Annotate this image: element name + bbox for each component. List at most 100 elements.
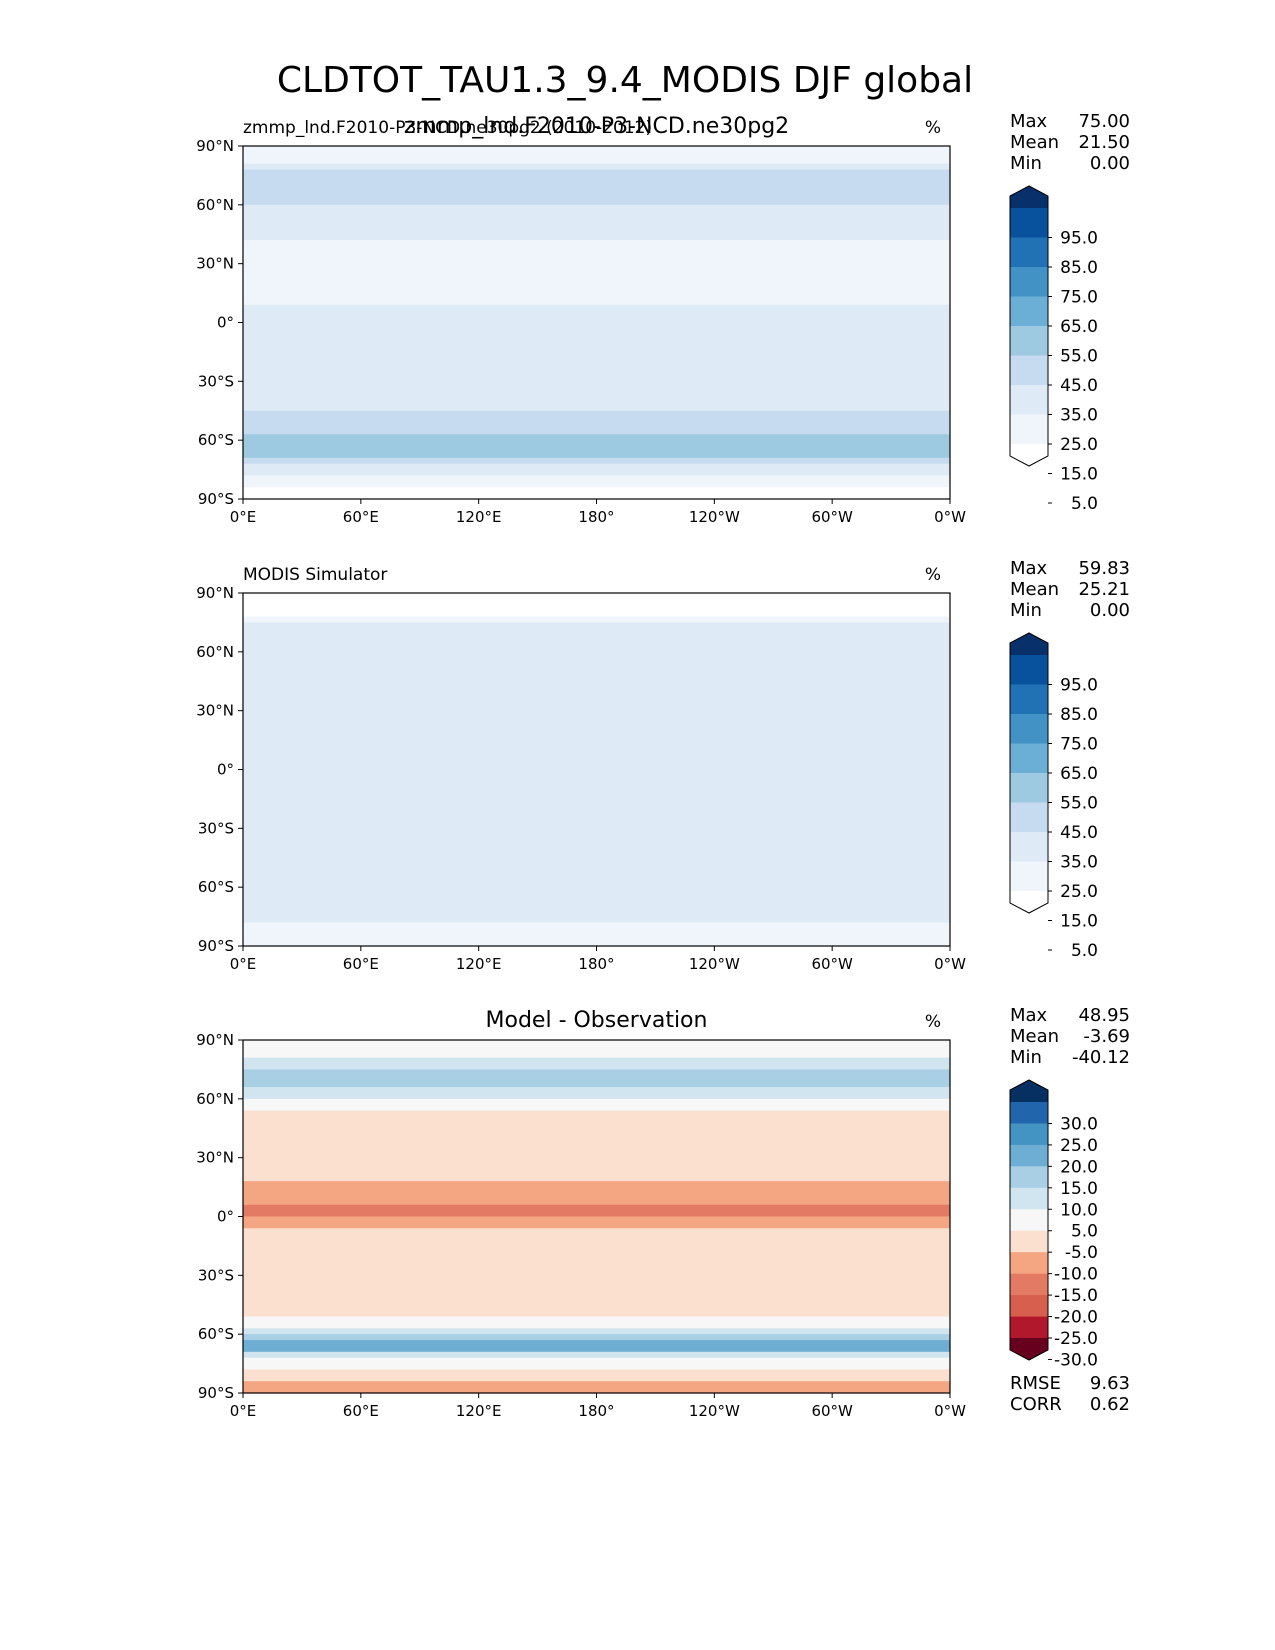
heatmap-cell bbox=[243, 1045, 950, 1053]
lat-tick-label: 60°N bbox=[196, 1090, 234, 1108]
heatmap-cell bbox=[243, 1087, 950, 1094]
heatmap-cell bbox=[243, 1057, 950, 1065]
lon-tick-label: 0°W bbox=[934, 508, 966, 526]
heatmap-cell bbox=[243, 457, 950, 465]
colorbar-segment bbox=[1010, 1209, 1048, 1232]
heatmap-cell bbox=[243, 810, 950, 818]
heatmap-cell bbox=[243, 628, 950, 635]
colorbar-tick-label: -10.0 bbox=[1054, 1265, 1098, 1285]
heatmap-cell bbox=[243, 410, 950, 418]
heatmap-cell bbox=[243, 1081, 950, 1088]
heatmap-cell bbox=[243, 246, 950, 253]
panel-title-center: Model - Observation bbox=[486, 1008, 708, 1033]
heatmap-cell bbox=[243, 369, 950, 377]
heatmap-cell bbox=[243, 146, 950, 153]
heatmap-cell bbox=[243, 210, 950, 218]
heatmap-cell bbox=[243, 1122, 950, 1129]
heatmap-cell bbox=[243, 181, 950, 188]
heatmap-cell bbox=[243, 1357, 950, 1365]
heatmap-cell bbox=[243, 1198, 950, 1206]
heatmap-cell bbox=[243, 845, 950, 853]
colorbar-segment bbox=[1010, 743, 1048, 774]
heatmap-cell bbox=[243, 669, 950, 676]
heatmap-cell bbox=[243, 169, 950, 177]
heatmap-cell bbox=[243, 1151, 950, 1159]
panel-title-left: MODIS Simulator bbox=[243, 565, 387, 585]
heatmap-cell bbox=[243, 1204, 950, 1212]
heatmap-bands bbox=[243, 1040, 950, 1394]
heatmap-cell bbox=[243, 469, 950, 477]
heatmap-cell bbox=[243, 851, 950, 859]
heatmap-cell bbox=[243, 616, 950, 624]
heatmap-cell bbox=[243, 1310, 950, 1318]
colorbar-segment bbox=[1010, 1123, 1048, 1146]
colorbar-outline bbox=[1009, 632, 1049, 914]
colorbar-tick-label: 10.0 bbox=[1060, 1200, 1098, 1220]
heatmap-cell bbox=[243, 887, 950, 894]
lon-tick-label: 120°W bbox=[689, 1402, 740, 1420]
heatmap-cell bbox=[243, 1269, 950, 1276]
colorbar-tick-label: -25.0 bbox=[1054, 1329, 1098, 1349]
colorbar-tick-label: 85.0 bbox=[1060, 705, 1098, 725]
colorbar-segment bbox=[1010, 1102, 1048, 1124]
heatmap-cell bbox=[243, 1304, 950, 1312]
heatmap-cell bbox=[243, 622, 950, 629]
colorbar-segment bbox=[1010, 832, 1048, 862]
heatmap-cell bbox=[243, 687, 950, 694]
heatmap-cell bbox=[243, 1104, 950, 1112]
heatmap-cell bbox=[243, 1345, 950, 1353]
lat-tick-label: 60°S bbox=[198, 431, 234, 449]
heatmap-cell bbox=[243, 1287, 950, 1294]
heatmap-cell bbox=[243, 1063, 950, 1071]
heatmap-cell bbox=[243, 1092, 950, 1100]
colorbar-tick-label: 95.0 bbox=[1060, 676, 1098, 696]
colorbar-segment bbox=[1010, 267, 1048, 297]
colorbar-segment bbox=[1010, 714, 1048, 744]
map-panel-3: 90°N 60°N 30°N 0° 30°S 60°S 90°S0°E 60°E 120°E 18… bbox=[196, 1005, 1130, 1420]
heatmap-cell bbox=[243, 216, 950, 224]
heatmap-cell bbox=[243, 310, 950, 318]
heatmap-cell bbox=[243, 657, 950, 665]
heatmap-cell bbox=[243, 187, 950, 194]
heatmap-cell bbox=[243, 381, 950, 388]
heatmap-cell bbox=[243, 357, 950, 365]
lon-tick-label: 60°W bbox=[811, 508, 853, 526]
stat-value: 48.95 bbox=[1078, 1005, 1130, 1026]
heatmap-cell bbox=[243, 1216, 950, 1223]
lon-tick-label: 120°E bbox=[456, 1402, 502, 1420]
lat-tick-label: 60°S bbox=[198, 1325, 234, 1343]
stat-label: Min bbox=[1010, 600, 1042, 621]
colorbar-segment bbox=[1010, 1316, 1048, 1339]
colorbar-outline bbox=[1009, 185, 1049, 467]
figure-title: CLDTOT_TAU1.3_9.4_MODIS DJF global bbox=[277, 60, 973, 101]
lon-tick-label: 60°W bbox=[811, 1402, 853, 1420]
heatmap-cell bbox=[243, 757, 950, 765]
heatmap-cell bbox=[243, 928, 950, 935]
heatmap-bands bbox=[243, 593, 950, 947]
lat-tick-label: 30°N bbox=[196, 255, 234, 273]
heatmap-cell bbox=[243, 1251, 950, 1259]
heatmap-cell bbox=[243, 240, 950, 247]
lon-tick-label: 120°E bbox=[456, 508, 502, 526]
lon-tick-label: 0°W bbox=[934, 1402, 966, 1420]
colorbar-tick-label: -20.0 bbox=[1054, 1308, 1098, 1328]
heatmap-cell bbox=[243, 716, 950, 724]
colorbar-tick-label: 65.0 bbox=[1060, 764, 1098, 784]
heatmap-cell bbox=[243, 304, 950, 312]
heatmap-cell bbox=[243, 910, 950, 918]
heatmap-cell bbox=[243, 222, 950, 229]
colorbar-tick-label: 25.0 bbox=[1060, 1136, 1098, 1156]
heatmap-cell bbox=[243, 404, 950, 412]
heatmap-cell bbox=[243, 904, 950, 912]
heatmap-cell bbox=[243, 751, 950, 759]
heatmap-cell bbox=[243, 351, 950, 359]
colorbar-tick-label: 5.0 bbox=[1071, 941, 1098, 961]
colorbar-extension-bottom bbox=[1010, 444, 1048, 466]
lat-tick-label: 60°S bbox=[198, 878, 234, 896]
heatmap-cell bbox=[243, 163, 950, 171]
colorbar-extension-top bbox=[1010, 633, 1048, 655]
stat-value: 75.00 bbox=[1078, 111, 1130, 132]
heatmap-cell bbox=[243, 446, 950, 453]
colorbar-segment bbox=[1010, 1166, 1048, 1189]
heatmap-cell bbox=[243, 681, 950, 688]
